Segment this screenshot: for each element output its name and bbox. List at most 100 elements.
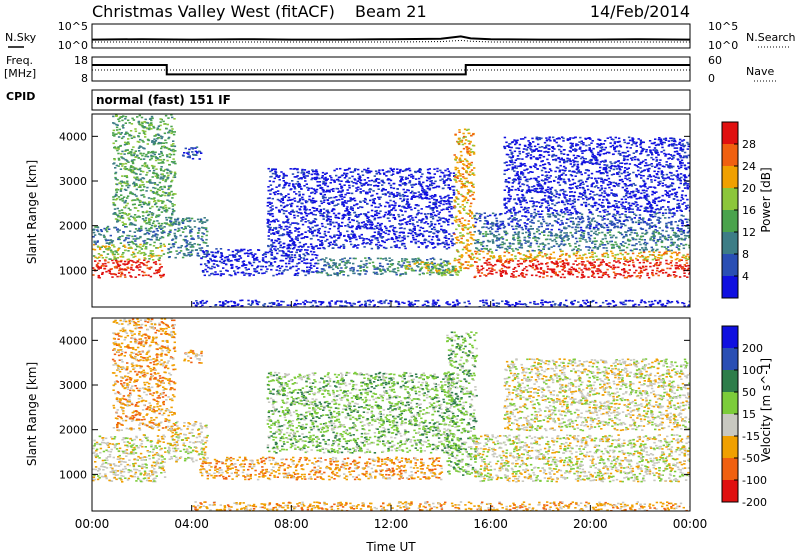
power-cell: [141, 218, 145, 220]
power-cell: [556, 265, 560, 267]
power-cell: [292, 247, 295, 250]
power-cell: [443, 269, 447, 272]
power-cell: [149, 250, 153, 252]
power-cell: [120, 215, 124, 217]
power-cell: [548, 257, 552, 259]
power-cell: [364, 213, 367, 215]
power-cell: [319, 240, 322, 243]
power-cell: [337, 203, 340, 205]
power-cell: [142, 251, 146, 254]
power-cell: [340, 193, 343, 196]
power-cell: [412, 258, 415, 261]
power-cell: [412, 269, 416, 272]
power-cell: [393, 205, 396, 207]
power-cell: [334, 264, 337, 266]
power-cell: [370, 170, 373, 173]
power-cell: [635, 275, 638, 278]
power-cell: [303, 205, 306, 207]
power-cell: [568, 254, 571, 257]
power-heatmap: [92, 114, 690, 307]
power-cell: [684, 243, 688, 246]
power-cell: [326, 214, 329, 216]
power-cell: [469, 231, 472, 234]
power-cell: [423, 191, 426, 193]
power-cell: [350, 237, 353, 239]
power-cell: [321, 270, 324, 273]
power-cell: [205, 255, 209, 257]
power-cell: [659, 261, 662, 264]
power-cell: [322, 208, 326, 210]
power-cell: [461, 227, 464, 230]
power-cell: [429, 207, 432, 210]
power-cell: [330, 236, 333, 239]
power-cell: [439, 200, 442, 203]
power-cell: [304, 218, 307, 220]
power-cell: [449, 172, 452, 174]
power-cell: [447, 184, 450, 186]
power-cell: [463, 164, 466, 166]
power-cell: [163, 231, 166, 234]
power-cell: [172, 193, 175, 195]
power-cell: [319, 214, 322, 217]
power-cell: [140, 229, 143, 231]
power-cell: [466, 199, 470, 201]
power-cell: [242, 260, 246, 262]
power-cell: [302, 243, 306, 246]
power-cell: [431, 194, 434, 197]
power-cell: [357, 244, 360, 246]
power-cell: [425, 246, 428, 249]
power-cell: [438, 264, 442, 266]
power-cell: [638, 261, 642, 264]
power-cell: [554, 240, 558, 243]
power-cell: [161, 177, 165, 180]
power-cell: [357, 273, 360, 275]
power-cell: [373, 217, 377, 220]
power-cell: [114, 167, 117, 169]
power-cell: [118, 264, 122, 267]
power-cell: [288, 230, 292, 232]
power-cell: [408, 169, 412, 172]
power-cell: [117, 238, 120, 241]
power-cell: [336, 274, 339, 277]
power-cell: [119, 182, 123, 185]
power-cell: [542, 269, 545, 272]
power-cell: [291, 222, 294, 224]
power-cell: [332, 179, 336, 182]
station-title: Christmas Valley West (fitACF): [92, 2, 335, 21]
power-cell: [398, 223, 401, 225]
power-cell: [518, 236, 521, 239]
power-cell: [618, 273, 622, 275]
power-cell: [274, 173, 277, 176]
power-cell: [276, 252, 279, 255]
power-cell: [282, 270, 285, 272]
power-cell: [490, 270, 494, 272]
power-cell: [514, 257, 517, 260]
power-cell: [458, 131, 461, 133]
power-cell: [159, 245, 163, 247]
power-cell: [127, 217, 130, 219]
power-cell: [517, 239, 520, 242]
power-cell: [631, 252, 635, 255]
power-cell: [379, 265, 382, 267]
power-cell: [605, 264, 609, 266]
power-cell: [459, 262, 462, 265]
power-cell: [388, 171, 391, 173]
power-cell: [230, 259, 233, 262]
power-cell: [410, 268, 413, 271]
power-cell: [443, 176, 446, 178]
power-cell: [667, 236, 671, 239]
power-cell: [168, 153, 171, 155]
power-cell: [209, 258, 212, 261]
power-cell: [316, 228, 320, 231]
power-cell: [502, 270, 505, 272]
power-cell: [294, 244, 297, 246]
power-cell: [559, 258, 562, 260]
power-cell: [116, 220, 120, 222]
power-cell: [200, 247, 204, 249]
power-cell: [559, 250, 563, 253]
power-cell: [121, 253, 124, 256]
power-cell: [295, 265, 298, 268]
power-cell: [666, 246, 670, 248]
power-cell: [636, 259, 639, 261]
power-cell: [159, 118, 162, 120]
